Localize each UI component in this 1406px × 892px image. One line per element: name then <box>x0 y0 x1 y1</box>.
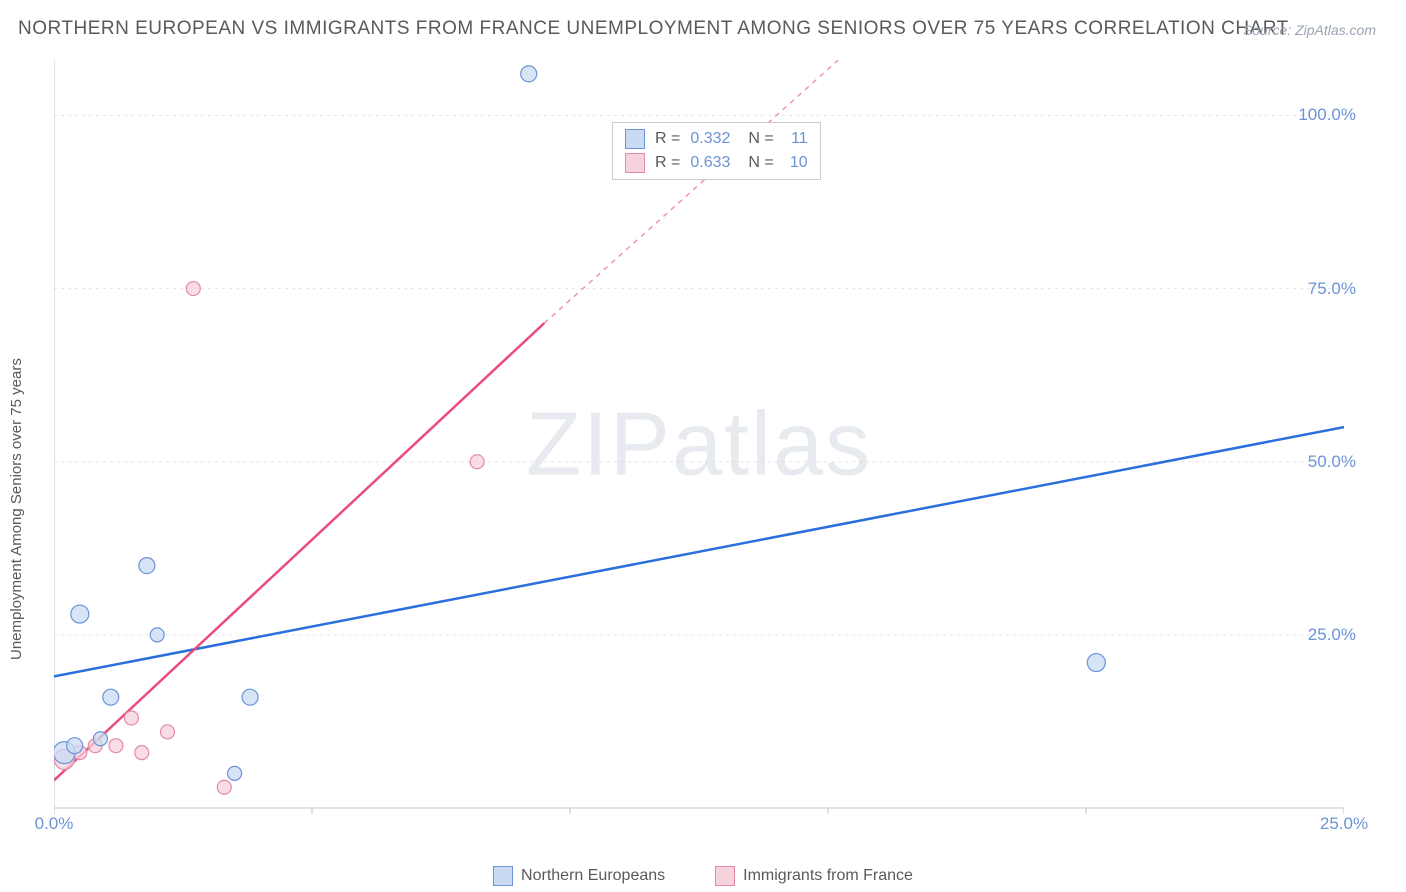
source-credit: Source: ZipAtlas.com <box>1243 22 1376 38</box>
legend-swatch <box>625 153 645 173</box>
legend-r-value: 0.633 <box>690 154 738 172</box>
y-tick-label: 25.0% <box>1308 625 1356 645</box>
chart-title: NORTHERN EUROPEAN VS IMMIGRANTS FROM FRA… <box>18 18 1289 40</box>
y-tick-label: 75.0% <box>1308 279 1356 299</box>
legend-n-label: N = <box>748 154 773 172</box>
y-tick-label: 100.0% <box>1298 105 1356 125</box>
correlation-legend: R = 0.332 N = 11 R = 0.633 N = 10 <box>612 122 821 180</box>
chart-area: ZIPatlas R = 0.332N = 11R = 0.633N = 10 … <box>54 60 1344 830</box>
y-tick-label: 50.0% <box>1308 452 1356 472</box>
legend-series-label: Northern Europeans <box>521 867 665 885</box>
legend-swatch <box>715 866 735 886</box>
y-axis-label: Unemployment Among Seniors over 75 years <box>8 358 25 660</box>
legend-r-label: R = <box>655 154 680 172</box>
x-tick-label: 0.0% <box>35 814 74 834</box>
legend-r-label: R = <box>655 130 680 148</box>
legend-swatch <box>493 866 513 886</box>
legend-swatch <box>625 129 645 149</box>
legend-n-value: 10 <box>784 154 808 172</box>
x-tick-label: 25.0% <box>1320 814 1368 834</box>
legend-series-item: Immigrants from France <box>715 866 913 886</box>
legend-series-item: Northern Europeans <box>493 866 665 886</box>
legend-correlation-row: R = 0.332 N = 11 <box>613 127 820 151</box>
legend-n-label: N = <box>748 130 773 148</box>
series-legend: Northern Europeans Immigrants from France <box>0 866 1406 886</box>
legend-r-value: 0.332 <box>690 130 738 148</box>
legend-series-label: Immigrants from France <box>743 867 913 885</box>
legend-correlation-row: R = 0.633 N = 10 <box>613 151 820 175</box>
legend-n-value: 11 <box>784 130 808 148</box>
